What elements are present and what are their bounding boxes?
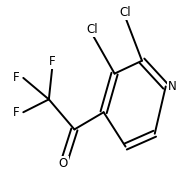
Text: F: F — [49, 55, 56, 68]
Text: F: F — [13, 71, 19, 84]
Text: O: O — [59, 157, 68, 170]
Text: Cl: Cl — [87, 23, 98, 36]
Text: Cl: Cl — [120, 6, 131, 19]
Text: N: N — [168, 80, 176, 93]
Text: F: F — [13, 106, 19, 119]
